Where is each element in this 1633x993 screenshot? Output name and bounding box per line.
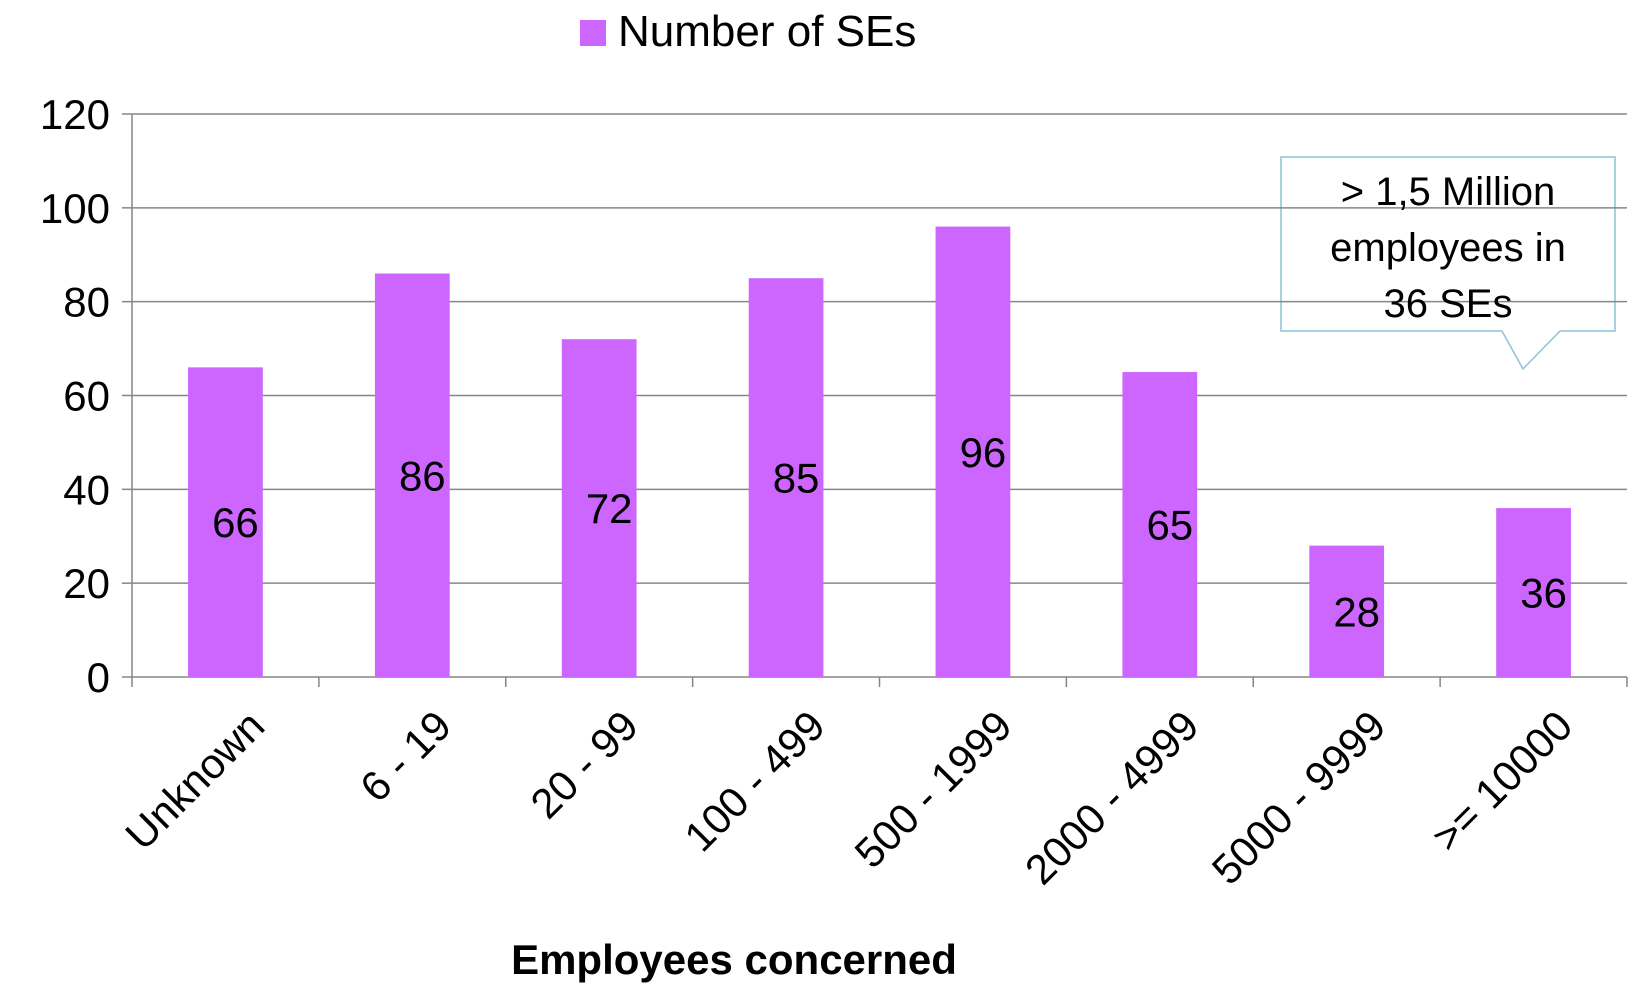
bar — [188, 367, 263, 677]
bar — [374, 273, 450, 677]
y-tick-label: 60 — [63, 373, 110, 420]
x-tick-label: 5000 - 9999 — [1203, 702, 1395, 894]
bar — [1309, 545, 1385, 677]
x-tick-label: 20 - 99 — [521, 702, 647, 828]
data-label: 36 — [1520, 570, 1567, 617]
bar — [1122, 372, 1198, 677]
bar — [1496, 508, 1571, 677]
callout-text: employees in — [1330, 226, 1566, 270]
y-tick-label: 0 — [87, 654, 110, 701]
x-tick-label: 6 - 19 — [351, 702, 460, 811]
legend-swatch — [580, 20, 606, 46]
y-tick-label: 80 — [63, 279, 110, 326]
x-tick-label: 2000 - 4999 — [1016, 702, 1208, 894]
y-tick-label: 20 — [63, 560, 110, 607]
x-axis-title: Employees concerned — [511, 936, 957, 983]
data-label: 66 — [212, 499, 259, 546]
data-label: 72 — [586, 485, 633, 532]
x-tick-label: 100 - 499 — [675, 702, 834, 861]
legend-label: Number of SEs — [618, 7, 916, 56]
callout-text: 36 SEs — [1384, 282, 1513, 326]
data-label: 86 — [399, 452, 446, 499]
callout-text: > 1,5 Million — [1341, 170, 1556, 214]
y-tick-label: 100 — [40, 185, 110, 232]
y-tick-label: 120 — [40, 91, 110, 138]
data-label: 65 — [1146, 502, 1193, 549]
data-label: 85 — [773, 455, 820, 502]
data-label: 28 — [1333, 588, 1380, 635]
bar — [748, 278, 824, 677]
y-tick-label: 40 — [63, 466, 110, 513]
bar — [935, 226, 1011, 677]
x-tick-label: Unknown — [116, 702, 273, 859]
x-tick-label: >= 10000 — [1423, 702, 1582, 861]
bar — [561, 339, 637, 677]
x-tick-label: 500 - 1999 — [846, 702, 1021, 877]
data-label: 96 — [960, 429, 1007, 476]
callout-box — [1280, 156, 1616, 371]
